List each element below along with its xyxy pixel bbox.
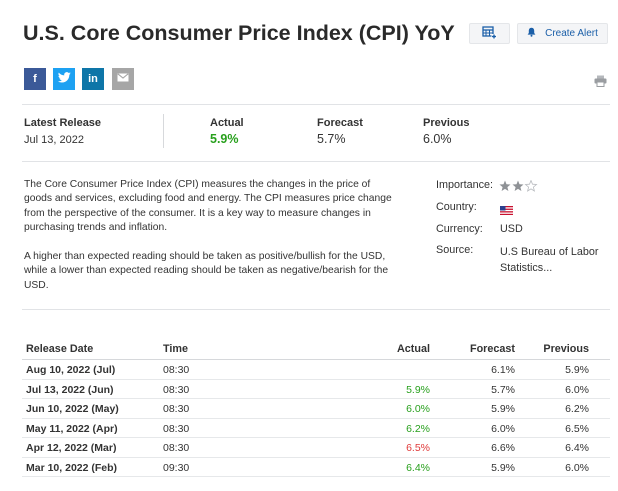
description-paragraph-1: The Core Consumer Price Index (CPI) meas… <box>24 179 392 234</box>
forecast-value: 5.7% <box>317 132 346 146</box>
cell-actual: 6.5% <box>406 442 430 454</box>
add-to-calendar-button[interactable] <box>469 23 510 44</box>
star-icon <box>499 180 511 191</box>
cell-actual: 6.4% <box>406 461 430 474</box>
us-flag-icon <box>500 202 513 220</box>
cell-previous: 6.0% <box>565 461 589 474</box>
actual-label: Actual <box>210 117 244 129</box>
cell-release-date: Jun 10, 2022 (May) <box>26 403 119 415</box>
page-title: U.S. Core Consumer Price Index (CPI) YoY <box>23 21 455 45</box>
actual-value: 5.9% <box>210 132 239 146</box>
create-alert-button[interactable]: Create Alert <box>517 23 608 44</box>
table-row-divider <box>22 417 610 419</box>
table-row-divider <box>22 456 610 458</box>
cell-previous: 6.2% <box>565 403 589 415</box>
source-link-line-1: U.S Bureau of Labor <box>500 246 599 258</box>
create-alert-label: Create Alert <box>545 28 598 39</box>
cell-time: 08:30 <box>163 364 190 376</box>
cell-forecast: 6.6% <box>491 442 515 454</box>
linkedin-icon: in <box>88 73 98 85</box>
cell-release-date: Aug 10, 2022 (Jul) <box>26 364 116 376</box>
column-header-previous[interactable]: Previous <box>543 343 589 355</box>
cell-forecast: 6.0% <box>491 422 515 435</box>
cell-time: 08:30 <box>163 383 190 396</box>
currency-label: Currency: <box>436 223 483 235</box>
source-label: Source: <box>436 244 474 256</box>
twitter-share-button[interactable] <box>53 68 75 90</box>
table-row-divider <box>22 378 610 380</box>
cell-time: 08:30 <box>163 442 190 454</box>
description-paragraph-2: A higher than expected reading should be… <box>24 251 389 291</box>
cell-forecast: 5.9% <box>491 461 515 474</box>
source-link[interactable]: U.S Bureau of Labor Statistics... <box>500 244 598 276</box>
cell-previous: 6.5% <box>565 422 589 435</box>
column-header-time[interactable]: Time <box>163 343 189 355</box>
importance-label: Importance: <box>436 179 494 191</box>
table-header-divider <box>22 359 610 360</box>
column-header-actual[interactable]: Actual <box>397 343 430 355</box>
cell-actual: 5.9% <box>406 383 430 396</box>
star-icon <box>512 180 524 191</box>
facebook-icon: f <box>33 73 37 85</box>
cell-forecast: 5.7% <box>491 383 515 396</box>
cell-previous: 6.4% <box>565 442 589 454</box>
facebook-share-button[interactable]: f <box>24 68 46 90</box>
forecast-label: Forecast <box>317 117 363 129</box>
cell-time: 09:30 <box>163 461 190 474</box>
country-label: Country: <box>436 201 477 213</box>
summary-bottom-divider <box>22 161 610 162</box>
linkedin-share-button[interactable]: in <box>82 68 104 90</box>
cell-release-date: May 11, 2022 (Apr) <box>26 422 118 435</box>
table-row-divider <box>22 437 610 438</box>
latest-release-label: Latest Release <box>24 117 102 129</box>
cell-actual: 6.0% <box>406 403 430 415</box>
cell-previous: 6.0% <box>565 383 589 396</box>
latest-release-date: Jul 13, 2022 <box>24 134 84 146</box>
bell-icon <box>527 27 536 40</box>
cell-previous: 5.9% <box>565 364 589 376</box>
source-link-line-2: Statistics... <box>500 262 553 274</box>
cell-actual: 6.2% <box>406 422 430 435</box>
column-header-release-date[interactable]: Release Date <box>26 343 94 355</box>
previous-value: 6.0% <box>423 132 452 146</box>
star-icon <box>524 179 538 192</box>
email-share-button[interactable] <box>112 68 134 90</box>
calendar-add-icon <box>482 25 497 42</box>
cell-forecast: 6.1% <box>491 364 515 376</box>
cell-release-date: Apr 12, 2022 (Mar) <box>26 442 117 454</box>
table-row-divider <box>22 476 610 477</box>
previous-label: Previous <box>423 117 470 129</box>
summary-separator <box>163 114 164 148</box>
twitter-icon <box>57 72 71 86</box>
currency-value: USD <box>500 223 523 235</box>
summary-top-divider <box>22 104 610 105</box>
column-header-forecast[interactable]: Forecast <box>469 343 515 355</box>
print-icon <box>594 74 607 91</box>
cell-forecast: 5.9% <box>491 403 515 415</box>
cell-release-date: Mar 10, 2022 (Feb) <box>26 461 118 474</box>
details-bottom-divider <box>22 309 610 310</box>
cell-time: 08:30 <box>163 422 190 435</box>
table-row-divider <box>22 398 610 399</box>
importance-stars <box>499 179 539 197</box>
print-button[interactable] <box>594 74 607 92</box>
cell-time: 08:30 <box>163 403 190 415</box>
cell-release-date: Jul 13, 2022 (Jun) <box>26 383 114 396</box>
email-icon <box>117 73 129 85</box>
